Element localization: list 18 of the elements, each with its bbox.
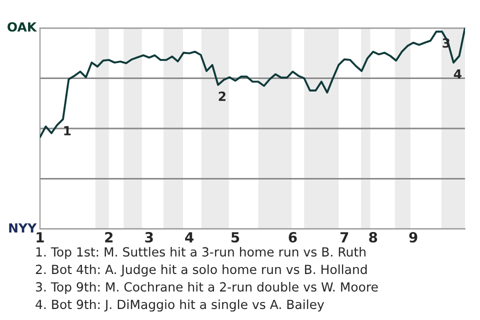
text: 4. Bot 9th: J. DiMaggio hit a single vs A. Bailey <box>36 299 324 312</box>
x-tick-label: 5 <box>232 232 240 243</box>
x-tick-label: 9 <box>409 232 418 243</box>
x-tick-label: 2 <box>105 232 113 242</box>
annotation: 4 <box>454 69 462 79</box>
text: 2. Bot 4th: A. Judge hit a solo home run vs B. Holland <box>36 264 367 277</box>
annotation: 2 <box>218 92 226 101</box>
x-tick-label: 1 <box>36 232 44 242</box>
x-tick-label: 3 <box>145 232 153 243</box>
text: 1. Top 1st: M. Suttles hit a 3-run home run vs B. Ruth <box>36 246 366 260</box>
x-tick-label: 8 <box>369 232 378 243</box>
annotation: 1 <box>64 126 71 136</box>
x-tick-label: 6 <box>288 232 297 243</box>
text: 3. Top 9th: M. Cochrane hit a 2-run double vs W. Moore <box>36 282 378 294</box>
x-tick-label: 4 <box>185 232 194 242</box>
text: NYY <box>9 223 37 232</box>
x-tick-label: 7 <box>340 232 348 242</box>
text: OAK <box>8 22 37 32</box>
